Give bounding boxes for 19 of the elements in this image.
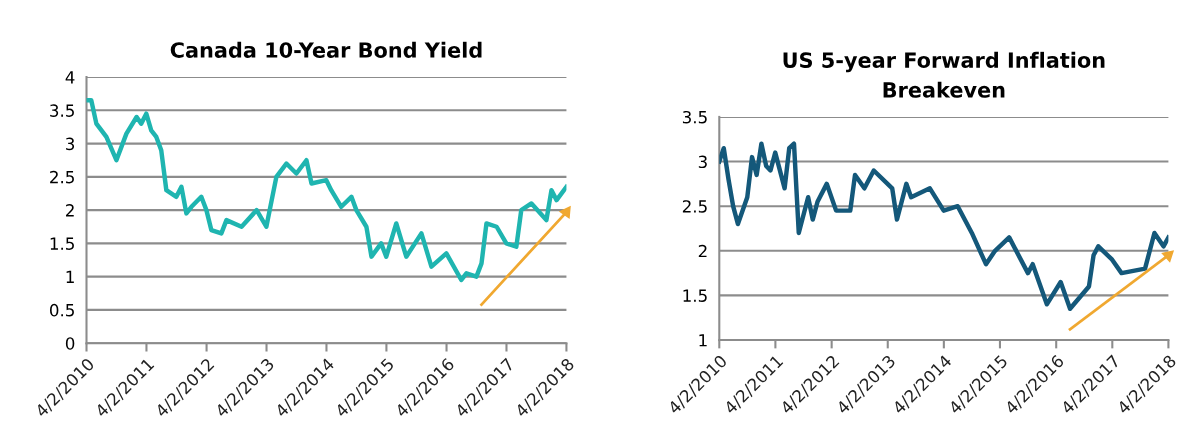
chart-title: US 5-year Forward Inflation Breakeven — [783, 51, 1105, 98]
y-tick-label: 3 — [66, 137, 75, 151]
y-tick-label: 2.5 — [682, 200, 707, 213]
y-tick-label: 3.5 — [50, 104, 74, 117]
y-tick-label: 3.5 — [682, 110, 707, 124]
y-tick-label: 2.5 — [50, 170, 74, 184]
y-tick-label: 4 — [65, 71, 75, 84]
y-tick-label: 2 — [698, 244, 707, 258]
y-tick-label: 0.5 — [49, 303, 74, 317]
y-tick-label: 1 — [66, 270, 74, 283]
y-tick-label: 3 — [698, 155, 707, 169]
y-tick-label: 1.5 — [50, 237, 74, 250]
line-series — [86, 98, 567, 283]
y-tick-label: 1 — [699, 334, 707, 347]
line-series — [719, 141, 1169, 312]
chart-title: Canada 10-Year Bond Yield — [170, 41, 482, 58]
y-tick-label: 1.5 — [683, 289, 707, 302]
y-tick-label: 0 — [65, 337, 75, 350]
y-tick-label: 2 — [66, 204, 74, 217]
